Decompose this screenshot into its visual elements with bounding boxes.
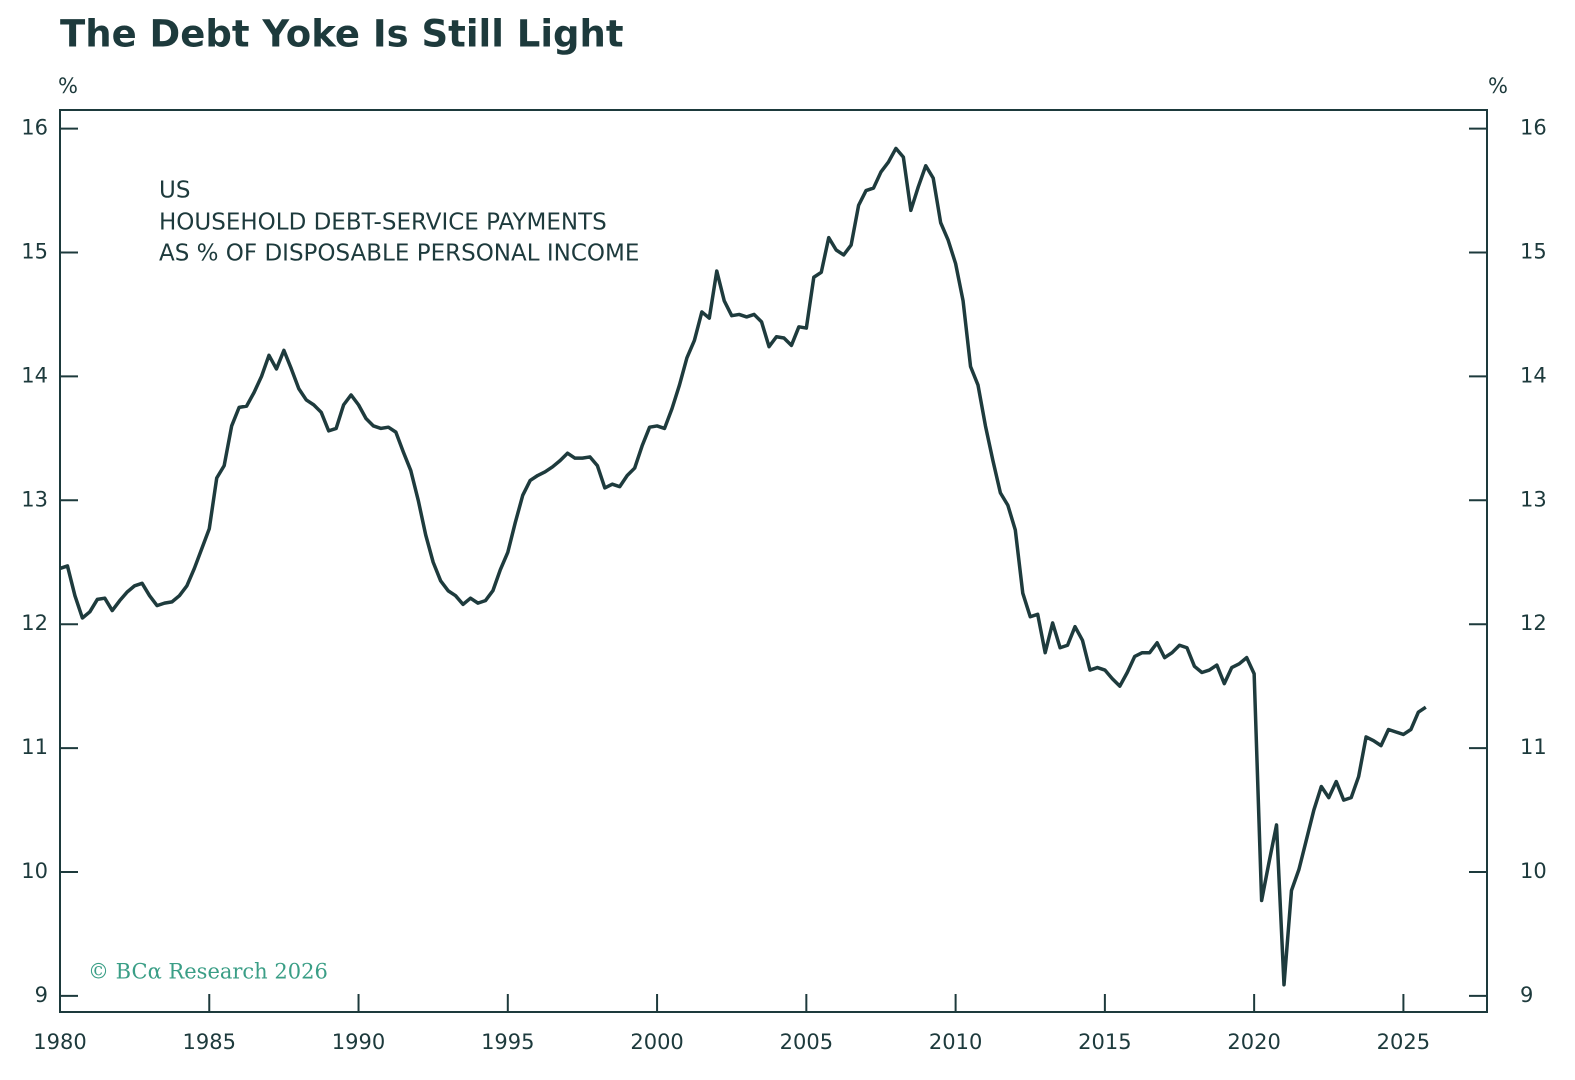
x-tick-label: 2000 — [630, 1030, 683, 1054]
y2-tick-label: 11 — [1520, 735, 1547, 759]
y-tick-label: 9 — [35, 983, 48, 1007]
annotation: US — [159, 178, 190, 204]
x-tick-label: 1995 — [481, 1030, 534, 1054]
y-tick-label: 14 — [21, 363, 48, 387]
x-tick-label: 1990 — [332, 1030, 385, 1054]
y-tick-label: 10 — [21, 859, 48, 883]
y-unit: % — [58, 74, 78, 98]
x-tick-label: 1980 — [33, 1030, 86, 1054]
y2-tick-label: 9 — [1520, 983, 1533, 1007]
x-tick-label: 2015 — [1078, 1030, 1131, 1054]
chart-title: The Debt Yoke Is Still Light — [60, 13, 624, 56]
credit: © BCα Research 2026 — [88, 960, 328, 984]
y2-tick-label: 10 — [1520, 859, 1547, 883]
y-tick-label: 12 — [21, 611, 48, 635]
y2-unit: % — [1488, 74, 1508, 98]
x-tick-label: 2020 — [1227, 1030, 1280, 1054]
y2-tick-label: 15 — [1520, 239, 1547, 263]
y-tick-label: 11 — [21, 735, 48, 759]
y2-tick-label: 12 — [1520, 611, 1547, 635]
y2-tick-label: 16 — [1520, 116, 1547, 140]
y2-tick-label: 14 — [1520, 363, 1547, 387]
y-tick-label: 13 — [21, 487, 48, 511]
x-tick-label: 2010 — [929, 1030, 982, 1054]
x-tick-label: 2025 — [1377, 1030, 1430, 1054]
x-tick-label: 2005 — [780, 1030, 833, 1054]
y2-tick-label: 13 — [1520, 487, 1547, 511]
series-line — [59, 146, 1427, 987]
plot-frame — [59, 109, 1488, 1013]
x-tick-label: 1985 — [183, 1030, 236, 1054]
y-tick-label: 16 — [21, 116, 48, 140]
annotation: HOUSEHOLD DEBT-SERVICE PAYMENTS — [159, 210, 607, 236]
y-tick-label: 15 — [21, 239, 48, 263]
annotation: AS % OF DISPOSABLE PERSONAL INCOME — [159, 241, 639, 267]
